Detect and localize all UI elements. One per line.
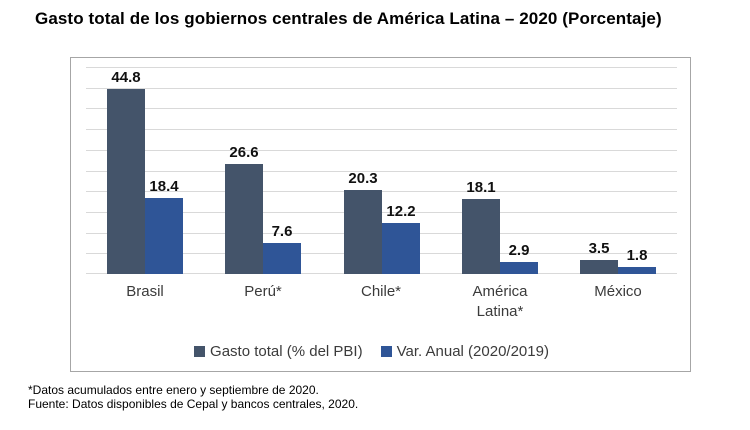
category-label-text: América Latina* xyxy=(472,283,528,321)
bar-group: 26.6 7.6 xyxy=(225,67,301,274)
category-label: Brasil xyxy=(86,282,204,302)
legend-item: Var. Anual (2020/2019) xyxy=(380,343,549,360)
category-axis: Brasil Perú* Chile* América Latina* México xyxy=(86,282,677,328)
bar xyxy=(263,243,301,274)
value-label: 7.6 xyxy=(271,223,293,240)
value-label: 2.9 xyxy=(508,242,530,259)
bar-column: 7.6 xyxy=(263,67,301,274)
legend: Gasto total (% del PBI) Var. Anual (2020/… xyxy=(62,343,681,360)
bar xyxy=(145,198,183,274)
category-label: Chile* xyxy=(322,282,440,302)
footnotes: *Datos acumulados entre enero y septiemb… xyxy=(28,383,358,411)
bar-column: 18.4 xyxy=(145,67,183,274)
bar xyxy=(382,223,420,274)
value-label: 18.4 xyxy=(149,178,179,195)
category-label: América Latina* xyxy=(441,282,559,323)
gridline xyxy=(86,171,677,172)
category-label-text: Perú* xyxy=(244,283,282,300)
legend-label: Gasto total (% del PBI) xyxy=(210,343,363,360)
value-label: 18.1 xyxy=(466,179,496,196)
bar-column: 2.9 xyxy=(500,67,538,274)
bar xyxy=(462,199,500,274)
bar-group: 44.8 18.4 xyxy=(107,67,183,274)
bar xyxy=(500,262,538,274)
category-label: Perú* xyxy=(204,282,322,302)
value-label: 3.5 xyxy=(588,240,610,257)
bar xyxy=(580,260,618,274)
footnote-source: Fuente: Datos disponibles de Cepal y ban… xyxy=(28,397,359,411)
bar-column: 18.1 xyxy=(462,67,500,274)
value-label: 20.3 xyxy=(348,170,378,187)
bar-column: 20.3 xyxy=(344,67,382,274)
category-label-text: México xyxy=(594,283,642,300)
category-label-text: Brasil xyxy=(126,283,164,300)
plot-area: 44.8 18.4 26.6 7.6 20.3 12.2 18.1 2.9 3.5 1.8 xyxy=(86,67,677,274)
bar-group: 20.3 12.2 xyxy=(344,67,420,274)
bar-column: 44.8 xyxy=(107,67,145,274)
bar-group: 18.1 2.9 xyxy=(462,67,538,274)
chart-title: Gasto total de los gobiernos centrales d… xyxy=(35,9,662,28)
bar xyxy=(344,190,382,274)
gridline xyxy=(86,150,677,151)
value-label: 12.2 xyxy=(386,203,416,220)
bar xyxy=(618,267,656,274)
legend-marker-icon xyxy=(194,346,206,357)
bar-column: 1.8 xyxy=(618,67,656,274)
gridline xyxy=(86,88,677,89)
legend-marker-icon xyxy=(380,346,392,357)
gridline xyxy=(86,108,677,109)
bar xyxy=(107,89,145,274)
chart-frame: 44.8 18.4 26.6 7.6 20.3 12.2 18.1 2.9 3.5 1.8 Bra… xyxy=(70,57,691,372)
gridline xyxy=(86,129,677,130)
category-label-text: Chile* xyxy=(360,283,402,300)
legend-label: Var. Anual (2020/2019) xyxy=(396,343,549,360)
legend-item: Gasto total (% del PBI) xyxy=(194,343,363,360)
bar-column: 12.2 xyxy=(382,67,420,274)
value-label: 1.8 xyxy=(626,247,648,264)
bar-group: 3.5 1.8 xyxy=(580,67,656,274)
category-label: México xyxy=(559,282,677,302)
gridline xyxy=(86,67,677,68)
bar-column: 3.5 xyxy=(580,67,618,274)
footnote-asterisk: *Datos acumulados entre enero y septiemb… xyxy=(28,383,319,397)
value-label: 44.8 xyxy=(111,69,141,86)
bar xyxy=(225,164,263,274)
value-label: 26.6 xyxy=(229,144,259,161)
bar-column: 26.6 xyxy=(225,67,263,274)
